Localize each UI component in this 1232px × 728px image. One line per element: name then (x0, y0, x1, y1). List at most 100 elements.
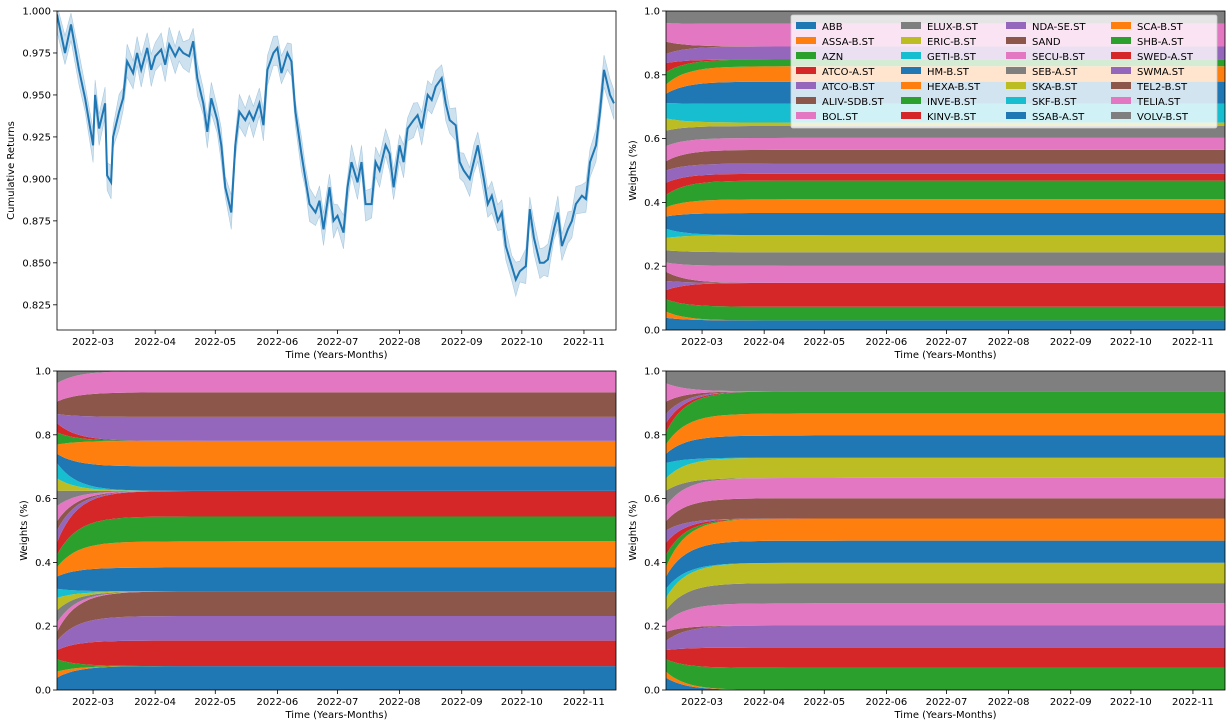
legend-swatch-tel2-b-st (1111, 82, 1131, 89)
bottom-right-y-tick-label-1: 0.2 (644, 622, 660, 633)
legend-swatch-atco-a-st (796, 67, 816, 74)
top-right-area-kinv-b-st (666, 173, 1225, 195)
bottom-left-axes: 2022-03 2022-04 2022-05 2022-06 2022-07 2022-… (19, 367, 617, 721)
top-left-x-tick-label-6: 2022-09 (441, 337, 483, 348)
top-left-y-tick-label-4: 0.925 (22, 132, 51, 143)
bottom-right-y-tick-label-4: 0.8 (644, 430, 660, 441)
legend-entry-shb-a-st: SHB-A.ST (1137, 37, 1184, 48)
bottom-left-area-hexa-b-st (57, 541, 616, 577)
top-right-frame (665, 10, 1226, 331)
legend-entry-volv-b-st: VOLV-B.ST (1137, 112, 1189, 123)
legend-swatch-aliv-sdb-st (796, 97, 816, 104)
top-right-area-atco-a-st (666, 282, 1225, 307)
legend-swatch-secu-b-st (1006, 52, 1026, 59)
top-left-x-tick-label-4: 2022-07 (317, 337, 359, 348)
legend-entry-sand: SAND (1032, 37, 1061, 48)
top-right-area-bol-st (666, 262, 1225, 283)
top-right-x-tick-label-4: 2022-07 (926, 337, 968, 348)
top-right-area-abb (666, 317, 1225, 330)
top-right-y-tick-label-5: 1.0 (644, 7, 660, 18)
top-right-area-azn (666, 299, 1225, 321)
bottom-left-area-sca-b-st (57, 440, 616, 467)
top-right-y-tick-label-3: 0.6 (644, 134, 660, 145)
legend-entry-sca-b-st: SCA-B.ST (1137, 22, 1184, 33)
bottom-left-plot (57, 371, 616, 690)
legend-swatch-swma-st (1111, 67, 1131, 74)
top-right-x-tick-label-0: 2022-03 (681, 337, 723, 348)
legend-entry-seb-a-st: SEB-A.ST (1032, 67, 1078, 78)
bottom-left-area-tel2-b-st (57, 392, 616, 417)
legend-entry-assa-b-st: ASSA-B.ST (822, 37, 875, 48)
legend-entry-bol-st: BOL.ST (822, 112, 859, 123)
bottom-right-plot (666, 371, 1225, 690)
top-left-y-tick-label-6: 0.975 (22, 48, 51, 59)
legend-entry-hm-b-st: HM-B.ST (927, 67, 970, 78)
bottom-right-y-tick-label-2: 0.4 (644, 558, 660, 569)
legend-swatch-kinv-b-st (901, 112, 921, 119)
bottom-right-axes: 2022-03 2022-04 2022-05 2022-06 2022-07 2022-… (628, 367, 1226, 721)
bottom-right-area-ska-b-st (666, 457, 1225, 491)
bottom-right-area-elux-b-st (666, 583, 1225, 623)
top-left-y-axis-label: Cumulative Returns (6, 121, 17, 220)
bottom-left-area-telia-st (57, 371, 616, 402)
bottom-left-y-tick-label-0: 0.0 (35, 686, 51, 697)
bottom-left-area-atco-a-st (57, 640, 616, 667)
legend-swatch-assa-b-st (796, 37, 816, 44)
legend-entry-secu-b-st: SECU-B.ST (1032, 52, 1086, 63)
bottom-left-area-inve-b-st (57, 516, 616, 568)
top-right-area-hm-b-st (666, 213, 1225, 236)
bottom-right-area-hm-b-st (666, 540, 1225, 589)
legend-entry-ssab-a-st: SSAB-A.ST (1032, 112, 1085, 123)
bottom-right-area-secu-b-st (666, 477, 1225, 522)
top-left-x-tick-label-7: 2022-10 (501, 337, 543, 348)
legend-entry-hexa-b-st: HEXA-B.ST (927, 82, 981, 93)
legend-entry-nda-se-st: NDA-SE.ST (1032, 22, 1086, 33)
legend-swatch-hm-b-st (901, 67, 921, 74)
bottom-right-area-shb-a-st (666, 391, 1225, 445)
bottom-right-y-tick-label-5: 1.0 (644, 367, 660, 378)
top-right-x-tick-label-3: 2022-06 (865, 337, 907, 348)
bottom-left-x-tick-label-3: 2022-06 (256, 697, 298, 708)
legend-swatch-eric-b-st (901, 37, 921, 44)
legend-entry-eric-b-st: ERIC-B.ST (927, 37, 977, 48)
top-right-y-tick-label-1: 0.2 (644, 262, 660, 273)
legend-entry-inve-b-st: INVE-B.ST (927, 97, 977, 108)
legend-swatch-swed-a-st (1111, 52, 1131, 59)
top-right-x-tick-label-1: 2022-04 (743, 337, 785, 348)
bottom-right-area-atco-a-st (666, 647, 1225, 668)
top-right-x-tick-label-8: 2022-11 (1172, 337, 1214, 348)
top-left-x-axis-label: Time (Years-Months) (285, 350, 388, 361)
bottom-left-x-tick-label-0: 2022-03 (72, 697, 114, 708)
bottom-left-x-tick-label-7: 2022-10 (501, 697, 543, 708)
legend-entry-kinv-b-st: KINV-B.ST (927, 112, 977, 123)
bottom-right-area-azn (666, 659, 1225, 690)
bottom-left-y-axis-label: Weights (%) (19, 500, 30, 561)
bottom-right-area-sca-b-st (666, 413, 1225, 454)
top-left-y-tick-label-1: 0.850 (22, 258, 51, 269)
legend-swatch-volv-b-st (1111, 112, 1131, 119)
bottom-right-area-atco-b-st (666, 625, 1225, 651)
bottom-left-area-atco-b-st (57, 616, 616, 651)
top-right-y-axis-label: Weights (%) (628, 140, 639, 201)
legend-box (790, 14, 1218, 129)
top-left-x-tick-label-3: 2022-06 (256, 337, 298, 348)
legend-swatch-nda-se-st (1006, 22, 1026, 29)
bottom-right-frame (665, 370, 1226, 691)
bottom-right-x-axis-label: Time (Years-Months) (894, 710, 997, 721)
bottom-left-y-tick-label-1: 0.2 (35, 622, 51, 633)
bottom-right-x-tick-label-0: 2022-03 (681, 697, 723, 708)
bottom-left-area-ssab-a-st (57, 453, 616, 491)
top-left-y-tick-label-3: 0.900 (22, 174, 51, 185)
bottom-right-x-tick-label-3: 2022-06 (865, 697, 907, 708)
legend-entry-telia-st: TELIA.ST (1136, 97, 1181, 108)
legend-entry-elux-b-st: ELUX-B.ST (927, 22, 979, 33)
legend-entry-abb: ABB (822, 22, 843, 33)
bottom-right-x-tick-label-6: 2022-09 (1050, 697, 1092, 708)
legend-swatch-bol-st (796, 112, 816, 119)
confidence-band (57, 11, 615, 298)
legend-swatch-shb-a-st (1111, 37, 1131, 44)
top-left-x-tick-label-2: 2022-05 (194, 337, 236, 348)
legend-entry-aliv-sdb-st: ALIV-SDB.ST (822, 97, 885, 108)
legend-entry-atco-a-st: ATCO-A.ST (822, 67, 875, 78)
bottom-right-area-bol-st (666, 603, 1225, 632)
